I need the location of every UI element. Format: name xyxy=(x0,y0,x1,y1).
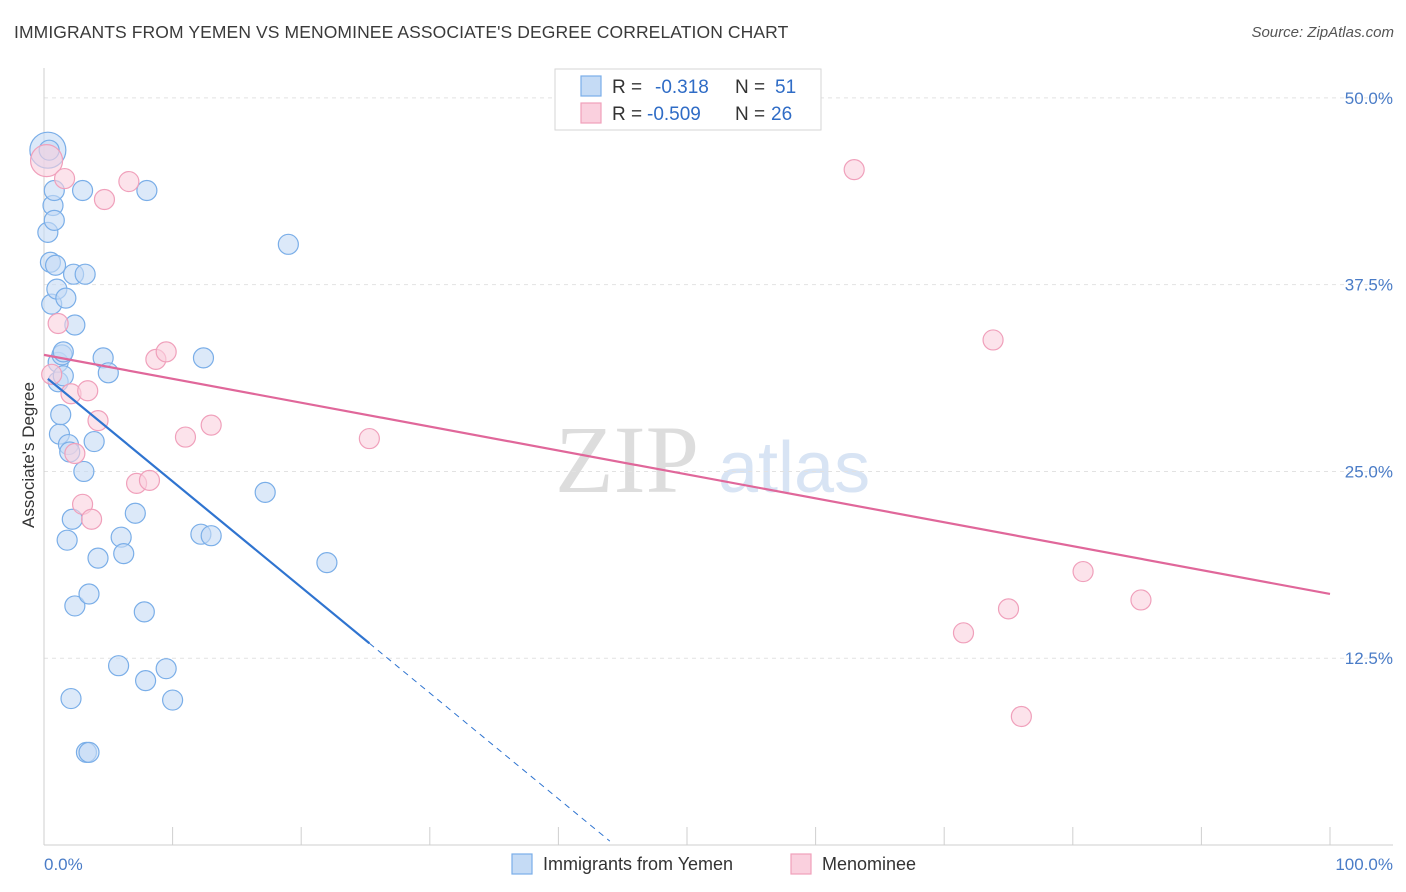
legend-r-label-menominee: R = xyxy=(612,104,642,125)
series-layer xyxy=(29,131,1152,763)
bottom-legend-label-menominee: Menominee xyxy=(822,854,916,874)
point-1-22 xyxy=(997,598,1020,620)
point-0-16 xyxy=(55,287,77,309)
point-1-5 xyxy=(64,442,86,465)
gridlines xyxy=(44,97,1393,659)
legend-swatch-menominee xyxy=(580,102,602,124)
legend-swatch-yemen xyxy=(580,75,602,97)
point-1-15 xyxy=(155,341,177,363)
point-1-16 xyxy=(174,426,197,448)
trend-line-extension-0 xyxy=(369,642,611,842)
x-tick-label-min: 0.0% xyxy=(44,855,83,874)
trend-line-0 xyxy=(47,377,371,645)
point-0-26 xyxy=(73,460,95,483)
point-0-5 xyxy=(43,209,65,232)
point-0-27 xyxy=(74,263,96,285)
point-0-49 xyxy=(316,551,338,574)
point-0-41 xyxy=(136,179,158,202)
point-1-7 xyxy=(77,380,99,402)
y-tick-label-0: 12.5% xyxy=(1345,649,1393,668)
axes: 12.5% 25.0% 37.5% 50.0% xyxy=(43,68,1393,846)
point-0-12 xyxy=(50,404,72,426)
point-0-20 xyxy=(60,687,82,710)
y-tick-label-3: 50.0% xyxy=(1345,89,1393,108)
point-0-45 xyxy=(192,347,215,369)
point-1-17 xyxy=(200,414,222,436)
legend-n-label-yemen: N = xyxy=(735,77,765,98)
point-0-24 xyxy=(64,595,86,617)
point-0-40 xyxy=(134,670,157,692)
point-0-32 xyxy=(87,547,109,569)
point-1-25 xyxy=(1130,589,1152,611)
legend-n-value-yemen: 51 xyxy=(775,77,796,98)
point-0-29 xyxy=(78,741,100,763)
watermark-zip: ZIP xyxy=(555,406,699,513)
point-0-47 xyxy=(254,481,276,503)
point-1-20 xyxy=(952,622,975,644)
point-1-1 xyxy=(41,363,63,385)
point-1-8 xyxy=(80,508,103,530)
point-0-43 xyxy=(162,689,184,711)
y-tick-label-2: 37.5% xyxy=(1345,276,1393,295)
point-1-18 xyxy=(358,427,380,450)
point-1-11 xyxy=(118,170,140,193)
legend-r-label-yemen: R = xyxy=(612,77,642,98)
point-0-46 xyxy=(200,525,222,547)
point-0-35 xyxy=(107,655,130,677)
stats-legend: R = -0.318 N = 51 R = -0.509 N = 26 xyxy=(554,68,822,131)
point-0-31 xyxy=(83,430,105,453)
legend-r-value-yemen: -0.318 xyxy=(655,77,709,98)
chart-title: IMMIGRANTS FROM YEMEN VS MENOMINEE ASSOC… xyxy=(14,22,789,42)
y-tick-label-1: 25.0% xyxy=(1345,462,1393,481)
point-1-0 xyxy=(29,144,64,178)
chart-source: Source: ZipAtlas.com xyxy=(1251,24,1394,41)
point-0-42 xyxy=(155,658,177,680)
point-1-13 xyxy=(138,469,161,492)
x-tick-label-max: 100.0% xyxy=(1335,855,1393,874)
point-1-23 xyxy=(1010,705,1032,728)
point-1-3 xyxy=(53,167,76,190)
point-0-39 xyxy=(133,601,155,623)
series-legend: Immigrants from Yemen Menominee xyxy=(511,853,916,875)
watermark-atlas: atlas xyxy=(718,428,870,508)
point-1-21 xyxy=(982,329,1004,351)
bottom-legend-label-yemen: Immigrants from Yemen xyxy=(543,854,733,874)
point-0-37 xyxy=(113,543,135,565)
point-0-30 xyxy=(78,583,100,605)
point-1-2 xyxy=(47,312,69,335)
legend-n-value-menominee: 26 xyxy=(771,104,792,125)
point-0-48 xyxy=(277,233,299,255)
legend-n-label-menominee: N = xyxy=(735,104,765,125)
point-1-24 xyxy=(1072,560,1094,583)
bottom-legend-swatch-menominee xyxy=(790,853,812,875)
bottom-legend-swatch-yemen xyxy=(511,853,533,875)
point-0-25 xyxy=(71,179,94,202)
trend-layer xyxy=(43,353,1331,842)
watermark: ZIP atlas xyxy=(555,406,870,513)
point-0-7 xyxy=(44,254,67,276)
trend-line-1 xyxy=(43,353,1331,596)
point-1-10 xyxy=(93,188,116,211)
point-0-17 xyxy=(56,529,78,551)
y-axis-label: Associate's Degree xyxy=(19,382,38,528)
point-1-19 xyxy=(843,159,865,181)
point-0-38 xyxy=(124,502,146,524)
legend-r-value-menominee: -0.509 xyxy=(647,104,701,125)
